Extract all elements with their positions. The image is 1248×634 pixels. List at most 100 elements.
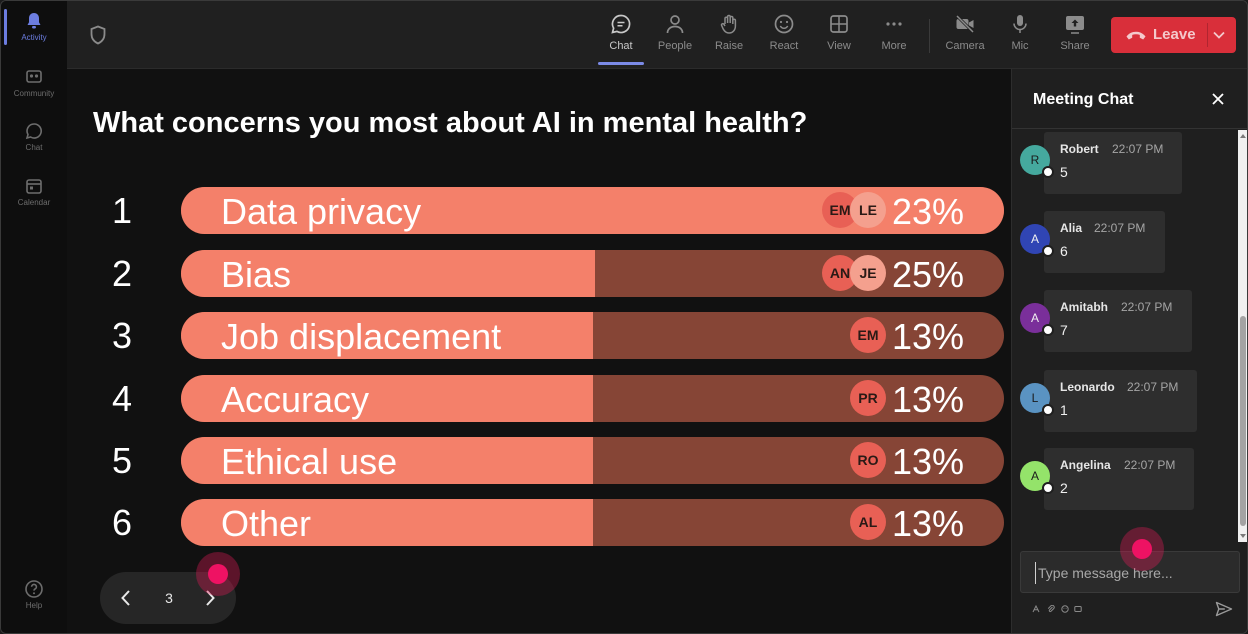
meeting-toolbar: Chat People Raise React View More Camera (67, 1, 1247, 69)
rail-label: Community (13, 89, 55, 98)
toolbar-label: More (881, 40, 907, 52)
rail-item-help[interactable]: Help (1, 579, 67, 610)
voter-avatar: JE (850, 255, 886, 291)
message-input[interactable] (1035, 562, 1225, 584)
sender-name: Angelina (1060, 458, 1111, 472)
toolbar-camera-button[interactable]: Camera (940, 13, 990, 52)
toolbar-react-button[interactable]: React (759, 13, 809, 52)
option-label: Ethical use (221, 441, 398, 482)
format-icon[interactable] (1032, 605, 1040, 613)
app-rail: Activity Community Chat Calendar Help (1, 1, 67, 633)
option-label: Data privacy (221, 191, 422, 232)
chat-bubble-icon (611, 14, 631, 34)
toolbar-label: People (657, 40, 693, 52)
emoji-icon[interactable] (1061, 605, 1069, 613)
active-tab-indicator (598, 62, 644, 65)
message-bubble: Alia 22:07 PM 6 (1044, 211, 1165, 273)
chat-message-list[interactable]: Robert 22:07 PM 5 R Alia 22:07 PM 6 A Amitabh 22:… (1012, 130, 1238, 542)
scrollbar-thumb[interactable] (1240, 316, 1246, 526)
rail-item-calendar[interactable]: Calendar (1, 176, 67, 207)
attach-icon[interactable] (1047, 605, 1055, 613)
presence-status-icon (1042, 166, 1054, 178)
chat-scrollbar[interactable] (1238, 130, 1247, 542)
sender-name: Robert (1060, 142, 1099, 156)
chat-bubble-icon (25, 123, 42, 140)
option-percent: 23% (891, 191, 964, 232)
result-bar-fill (181, 250, 595, 297)
chevron-left-icon[interactable] (118, 588, 134, 608)
option-label: Accuracy (221, 379, 370, 420)
toolbar-chat-button[interactable]: Chat (596, 13, 646, 52)
scroll-up-icon[interactable] (1239, 132, 1247, 140)
meeting-chat-panel: Meeting Chat Robert 22:07 PM 5 R Alia 22:07 P… (1011, 69, 1247, 633)
poll-option-row: 1 Data privacy EM LE 23% (67, 187, 1011, 234)
toolbar-label: Raise (714, 40, 744, 52)
voter-avatar: RO (850, 442, 886, 478)
message-text: 1 (1060, 402, 1068, 418)
toolbar-mic-button[interactable]: Mic (995, 13, 1045, 52)
voter-avatar: LE (850, 192, 886, 228)
scroll-down-icon[interactable] (1239, 532, 1247, 540)
send-icon[interactable] (1215, 601, 1233, 617)
rail-active-indicator (4, 9, 7, 45)
option-percent: 13% (891, 379, 964, 420)
chat-message[interactable]: Leonardo 22:07 PM 1 L (1020, 370, 1230, 434)
result-bar-fill (181, 437, 593, 484)
result-bar-fill (181, 499, 593, 546)
option-rank: 1 (111, 190, 133, 231)
toolbar-share-button[interactable]: Share (1050, 13, 1100, 52)
presence-status-icon (1042, 404, 1054, 416)
voter-avatar: EM (850, 317, 886, 353)
toolbar-label: Mic (1011, 40, 1029, 52)
presence-status-icon (1042, 482, 1054, 494)
result-bar: Bias AN JE 25% (181, 250, 1004, 297)
option-label: Bias (221, 254, 292, 295)
rail-label: Activity (21, 33, 47, 42)
message-timestamp: 22:07 PM (1094, 221, 1146, 235)
close-icon[interactable] (1210, 91, 1226, 107)
rail-item-activity[interactable]: Activity (1, 11, 67, 42)
chevron-right-icon[interactable] (202, 588, 218, 608)
toolbar-more-button[interactable]: More (869, 13, 919, 52)
rail-label: Calendar (17, 198, 51, 207)
toolbar-label: Chat (609, 40, 633, 52)
chat-message[interactable]: Amitabh 22:07 PM 7 A (1020, 290, 1230, 354)
result-bar: Accuracy PR 13% (181, 375, 1004, 422)
chat-message[interactable]: Angelina 22:07 PM 2 A (1020, 448, 1230, 512)
help-icon (25, 580, 43, 598)
option-rank: 5 (111, 440, 133, 481)
option-rank: 2 (111, 253, 133, 294)
shield-icon[interactable] (89, 25, 107, 45)
message-compose-box[interactable] (1020, 551, 1240, 593)
option-percent: 13% (891, 503, 964, 544)
sender-name: Amitabh (1060, 300, 1108, 314)
community-icon (26, 70, 42, 83)
message-text: 7 (1060, 322, 1068, 338)
rail-item-chat[interactable]: Chat (1, 121, 67, 152)
toolbar-raise-button[interactable]: Raise (704, 13, 754, 52)
result-bar: Data privacy EM LE 23% (181, 187, 1004, 234)
sender-name: Alia (1060, 221, 1083, 235)
toolbar-label: View (827, 40, 851, 52)
option-rank: 4 (111, 378, 133, 419)
toolbar-people-button[interactable]: People (650, 13, 700, 52)
camera-off-icon (955, 14, 975, 34)
chevron-down-icon[interactable] (1212, 29, 1226, 41)
emoji-icon (774, 14, 794, 34)
option-rank: 6 (111, 502, 133, 543)
poll-question: What concerns you most about AI in menta… (93, 107, 808, 139)
message-bubble: Robert 22:07 PM 5 (1044, 132, 1182, 194)
gif-icon[interactable] (1074, 605, 1082, 613)
option-label: Other (221, 503, 312, 544)
result-bar-fill (181, 375, 593, 422)
poll-option-row: 3 Job displacement EM 13% (67, 312, 1011, 359)
chat-message[interactable]: Alia 22:07 PM 6 A (1020, 211, 1230, 275)
rail-item-community[interactable]: Community (1, 67, 67, 98)
option-percent: 13% (891, 441, 964, 482)
leave-button[interactable]: Leave (1111, 17, 1236, 53)
chat-message[interactable]: Robert 22:07 PM 5 R (1020, 132, 1230, 196)
toolbar-view-button[interactable]: View (814, 13, 864, 52)
option-label: Job displacement (221, 316, 502, 357)
microphone-icon (1013, 15, 1027, 33)
